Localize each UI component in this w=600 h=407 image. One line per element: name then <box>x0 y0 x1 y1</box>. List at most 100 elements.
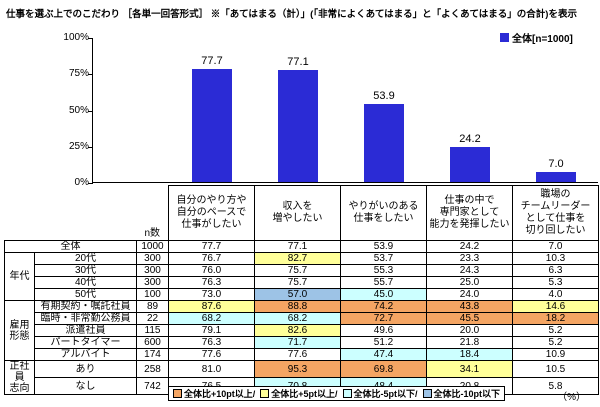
y-axis-tick-label: 100% <box>63 32 89 43</box>
table-row: 正社員 志向 あり 258 81.0 95.3 69.8 34.1 10.5 <box>4 360 599 395</box>
y-axis-tick-mark <box>88 110 93 112</box>
data-cell: 57.0 <box>254 288 341 301</box>
bar-value-label: 77.7 <box>201 55 223 68</box>
row-label: パートタイマー <box>34 336 137 349</box>
y-axis-tick-label: 50% <box>68 104 89 116</box>
table-row: 50代 100 73.0 57.0 45.0 24.0 4.0 <box>5 288 599 301</box>
row-label: 50代 <box>34 288 137 301</box>
n-value: 742 <box>136 377 169 395</box>
data-cell: 68.2 <box>254 312 341 325</box>
bar-value-label: 53.9 <box>373 89 395 102</box>
data-cell: 6.3 <box>512 264 599 277</box>
table-row: 臨時・非常勤公務員 22 68.2 68.2 72.7 45.5 18.2 <box>5 312 599 325</box>
highlight-swatch-icon <box>342 389 352 398</box>
data-table: n数 自分のやり方や 自分のペースで 仕事がしたい 収入を 増やしたい やりがいのある… <box>4 185 599 395</box>
highlight-legend-item: 全体比+10pt以上/ <box>173 387 255 400</box>
bar <box>278 70 318 182</box>
chart-legend: 全体[n=1000] <box>500 30 573 45</box>
row-label: 全体 <box>4 240 137 253</box>
table-row: 年代 20代 300 76.7 82.7 53.7 23.3 10.3 <box>4 252 599 301</box>
bar-chart-plot-area: 100% 75% 50% 25% 0% 77.7 77.1 53.9 24.2 7.0 <box>63 32 598 188</box>
bar <box>450 146 490 182</box>
data-cell: 14.6 <box>512 300 599 313</box>
data-cell: 73.0 <box>168 288 255 301</box>
table-row: パートタイマー 600 76.3 71.7 51.2 21.8 5.2 <box>5 336 599 349</box>
bar-value-label: 7.0 <box>548 157 564 170</box>
data-cell: 55.7 <box>340 276 427 289</box>
bar <box>364 103 404 182</box>
data-cell: 77.1 <box>254 240 341 253</box>
highlight-swatch-icon <box>422 389 432 398</box>
y-axis-tick-label: 75% <box>68 68 89 80</box>
data-cell: 5.2 <box>512 324 599 337</box>
n-value: 115 <box>136 324 169 337</box>
category-header: 職場の チームリーダー として仕事を 切り回したい <box>512 185 599 241</box>
data-cell: 43.8 <box>426 300 513 313</box>
row-label: 派遣社員 <box>34 324 137 337</box>
n-value: 22 <box>136 312 169 325</box>
data-cell: 95.3 <box>254 360 341 378</box>
row-label: 20代 <box>34 252 137 265</box>
data-cell: 45.5 <box>426 312 513 325</box>
table-row: 全体 1000 77.7 77.1 53.9 24.2 7.0 <box>4 240 599 253</box>
highlight-swatch-icon <box>173 389 182 398</box>
highlight-legend-item: 全体比+5pt以上/ <box>260 387 338 400</box>
data-cell: 5.3 <box>512 276 599 289</box>
highlight-legend: 全体比+10pt以上/全体比+5pt以上/全体比-5pt以下/全体比-10pt以… <box>168 386 506 401</box>
n-value: 600 <box>136 336 169 349</box>
data-cell: 4.0 <box>512 288 599 301</box>
group-label: 正社員 志向 <box>4 360 35 395</box>
data-cell: 87.6 <box>168 300 255 313</box>
bar-value-label: 24.2 <box>459 132 481 145</box>
highlight-legend-label: 全体比+5pt以上/ <box>271 389 338 399</box>
data-cell: 88.8 <box>254 300 341 313</box>
bar-value-label: 77.1 <box>287 56 309 69</box>
data-cell: 20.0 <box>426 324 513 337</box>
data-cell: 5.2 <box>512 336 599 349</box>
y-axis-tick-mark <box>88 146 93 148</box>
data-cell: 45.0 <box>340 288 427 301</box>
data-cell: 75.7 <box>254 264 341 277</box>
header-spacer <box>5 186 137 241</box>
data-cell: 53.9 <box>340 240 427 253</box>
category-header: やりがいのある 仕事をしたい <box>340 185 427 241</box>
data-cell: 10.5 <box>512 360 599 378</box>
category-header: 収入を 増やしたい <box>254 185 341 241</box>
y-axis-tick-mark <box>88 74 93 76</box>
data-cell: 18.4 <box>426 348 513 361</box>
data-cell: 51.2 <box>340 336 427 349</box>
data-cell: 75.7 <box>254 276 341 289</box>
n-value: 174 <box>136 348 169 361</box>
data-cell: 25.0 <box>426 276 513 289</box>
data-cell: 18.2 <box>512 312 599 325</box>
data-table-wrap: n数 自分のやり方や 自分のペースで 仕事がしたい 収入を 増やしたい やりがいのある… <box>4 185 599 395</box>
data-cell: 7.0 <box>512 240 599 253</box>
row-label: アルバイト <box>34 348 137 361</box>
data-cell: 77.7 <box>168 240 255 253</box>
n-value: 300 <box>136 252 169 265</box>
highlight-legend-item: 全体比-10pt以下 <box>422 387 500 400</box>
n-value: 1000 <box>136 240 169 253</box>
row-label: 臨時・非常勤公務員 <box>34 312 137 325</box>
data-cell: 74.2 <box>340 300 427 313</box>
page-title: 仕事を選ぶ上でのこだわり ［各単一回答形式］ ※「あてはまる（計）」(「非常によ… <box>6 9 577 20</box>
table-row: 派遣社員 115 79.1 82.6 49.6 20.0 5.2 <box>5 324 599 337</box>
data-cell: 10.9 <box>512 348 599 361</box>
bar <box>536 171 576 182</box>
group-label: 年代 <box>4 252 35 301</box>
data-cell: 23.3 <box>426 252 513 265</box>
data-cell: 82.7 <box>254 252 341 265</box>
table-row: 雇用 形態 有期契約・嘱託社員 89 87.6 88.8 74.2 43.8 14.6 <box>4 300 599 361</box>
data-cell: 21.8 <box>426 336 513 349</box>
y-axis-tick-label: 0% <box>74 177 89 188</box>
data-cell: 76.3 <box>168 276 255 289</box>
y-axis-tick-label: 25% <box>68 140 89 152</box>
highlight-swatch-icon <box>260 389 270 398</box>
data-cell: 76.0 <box>168 264 255 277</box>
highlight-legend-item: 全体比-5pt以下/ <box>342 387 418 400</box>
highlight-legend-label: 全体比+10pt以上/ <box>184 389 256 399</box>
data-cell: 49.6 <box>340 324 427 337</box>
unit-note: （%） <box>557 392 586 403</box>
row-label: 30代 <box>34 264 137 277</box>
row-label: なし <box>34 377 137 395</box>
